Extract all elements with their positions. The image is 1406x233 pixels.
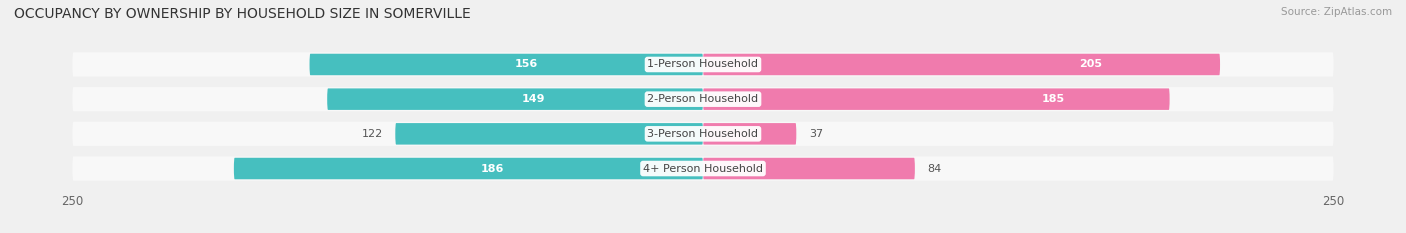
- FancyBboxPatch shape: [73, 87, 1333, 111]
- FancyBboxPatch shape: [73, 156, 1333, 181]
- Text: 4+ Person Household: 4+ Person Household: [643, 164, 763, 174]
- Text: 185: 185: [1042, 94, 1064, 104]
- FancyBboxPatch shape: [703, 88, 1170, 110]
- Text: 37: 37: [808, 129, 823, 139]
- FancyBboxPatch shape: [73, 122, 1333, 146]
- Text: Source: ZipAtlas.com: Source: ZipAtlas.com: [1281, 7, 1392, 17]
- FancyBboxPatch shape: [703, 54, 1220, 75]
- Text: 149: 149: [522, 94, 546, 104]
- FancyBboxPatch shape: [703, 123, 796, 145]
- Text: 3-Person Household: 3-Person Household: [648, 129, 758, 139]
- Text: 186: 186: [481, 164, 503, 174]
- Text: 1-Person Household: 1-Person Household: [648, 59, 758, 69]
- Text: 122: 122: [361, 129, 382, 139]
- Text: OCCUPANCY BY OWNERSHIP BY HOUSEHOLD SIZE IN SOMERVILLE: OCCUPANCY BY OWNERSHIP BY HOUSEHOLD SIZE…: [14, 7, 471, 21]
- FancyBboxPatch shape: [309, 54, 703, 75]
- FancyBboxPatch shape: [395, 123, 703, 145]
- Text: 2-Person Household: 2-Person Household: [647, 94, 759, 104]
- Text: 205: 205: [1080, 59, 1102, 69]
- FancyBboxPatch shape: [328, 88, 703, 110]
- FancyBboxPatch shape: [703, 158, 915, 179]
- FancyBboxPatch shape: [233, 158, 703, 179]
- FancyBboxPatch shape: [73, 52, 1333, 77]
- Text: 156: 156: [515, 59, 537, 69]
- Text: 84: 84: [928, 164, 942, 174]
